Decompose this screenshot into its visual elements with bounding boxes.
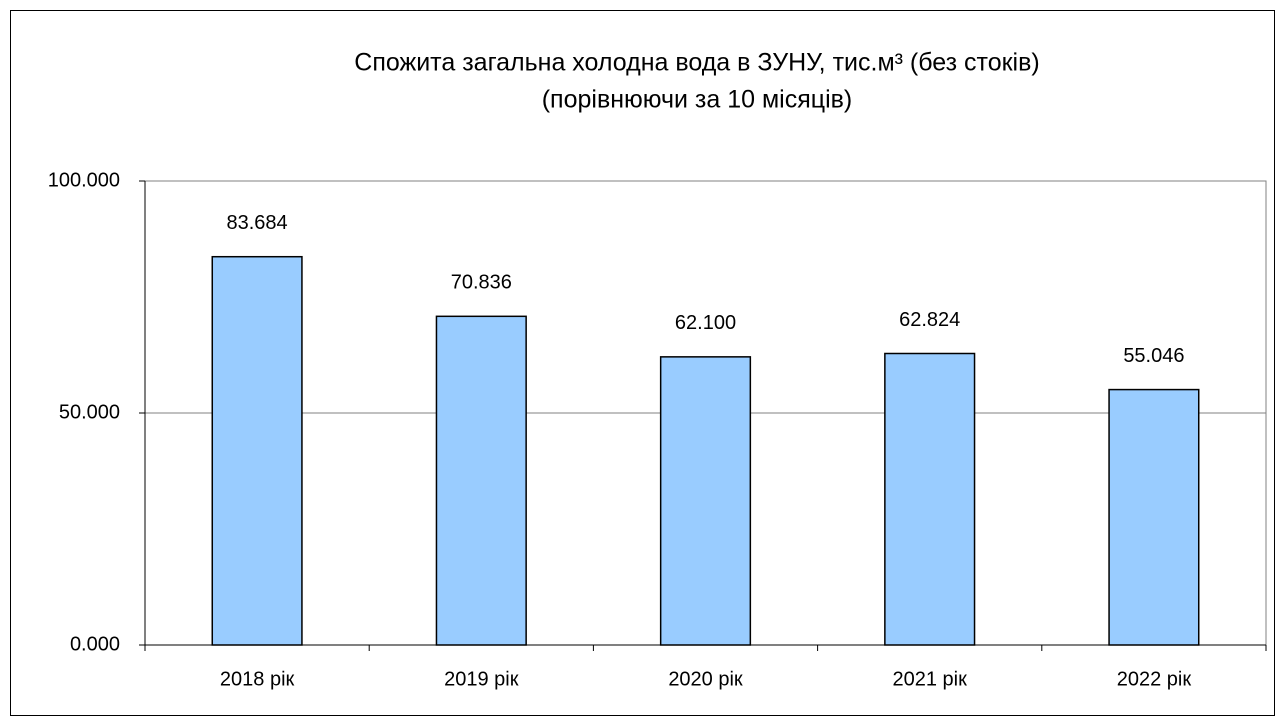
x-tick-label: 2019 рік	[444, 668, 519, 690]
bar	[884, 352, 976, 646]
chart-border	[10, 10, 1275, 716]
value-label: 83.684	[227, 212, 288, 234]
value-label: 62.100	[675, 312, 736, 334]
value-label: 55.046	[1123, 345, 1184, 367]
y-tick-label: 100.000	[48, 169, 120, 191]
bar	[211, 255, 303, 646]
value-label: 70.836	[451, 272, 512, 294]
bar	[1108, 388, 1200, 646]
chart-subtitle: (порівнюючи за 10 місяців)	[542, 86, 853, 114]
y-tick-label: 0.000	[70, 633, 120, 655]
chart-title: Спожита загальна холодна вода в ЗУНУ, ти…	[354, 49, 1039, 77]
y-tick-label: 50.000	[59, 401, 120, 423]
x-tick-label: 2021 рік	[893, 668, 968, 690]
x-tick-label: 2022 рік	[1117, 668, 1192, 690]
x-tick-label: 2018 рік	[220, 668, 295, 690]
bar	[659, 356, 752, 646]
bar	[435, 315, 527, 646]
value-label: 62.824	[899, 309, 960, 331]
x-tick-label: 2020 рік	[668, 668, 743, 690]
